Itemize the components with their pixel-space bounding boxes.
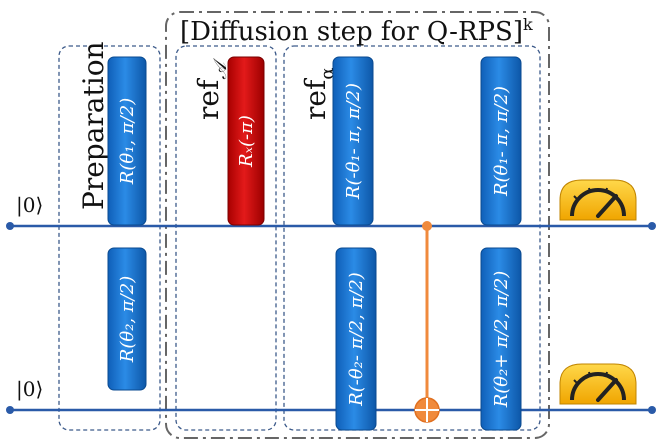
wire-2-end-dot <box>648 406 656 414</box>
speedometer-icon <box>559 179 637 221</box>
qubit-2-label: |0⟩ <box>16 377 43 402</box>
ref-a-box <box>175 45 277 431</box>
svg-text:R(θ₂+ π/2, π/2): R(θ₂+ π/2, π/2) <box>491 271 512 409</box>
gate-refalpha2-q2: R(θ₂+ π/2, π/2) <box>480 247 522 431</box>
svg-text:Rₓ(-π): Rₓ(-π) <box>236 115 257 168</box>
gate-refalpha1-q1: R(-θ₁- π, π/2) <box>332 56 374 226</box>
wire-2-start-dot <box>6 406 14 414</box>
svg-text:R(θ₁, π/2): R(θ₁, π/2) <box>117 98 138 185</box>
ref-a-label: ref𝒜 <box>192 58 231 120</box>
preparation-label: Preparation <box>77 41 110 210</box>
wire-1-end-dot <box>648 222 656 230</box>
speedometer-icon <box>559 363 637 405</box>
qubit-1-label: |0⟩ <box>16 193 43 218</box>
gate-refalpha2-q1: R(θ₁- π, π/2) <box>480 56 522 226</box>
wire-1-start-dot <box>6 222 14 230</box>
gate-prep-q1: R(θ₁, π/2) <box>107 56 147 226</box>
cnot-control-dot <box>422 221 432 231</box>
gate-prep-q2: R(θ₂, π/2) <box>107 247 147 391</box>
ref-alpha-box <box>283 45 541 431</box>
svg-text:R(θ₁- π, π/2): R(θ₁- π, π/2) <box>491 86 512 197</box>
svg-text:R(-θ₂- π/2, π/2): R(-θ₂- π/2, π/2) <box>346 272 367 407</box>
gate-ref-a-q1: Rₓ(-π) <box>227 56 265 226</box>
svg-text:R(-θ₁- π, π/2): R(-θ₁- π, π/2) <box>343 83 364 200</box>
diffusion-title: [Diffusion step for Q-RPS]k <box>180 15 533 47</box>
svg-text:R(θ₂, π/2): R(θ₂, π/2) <box>117 276 138 363</box>
ref-alpha-label: refα <box>299 68 338 120</box>
gate-refalpha1-q2: R(-θ₂- π/2, π/2) <box>335 247 377 431</box>
